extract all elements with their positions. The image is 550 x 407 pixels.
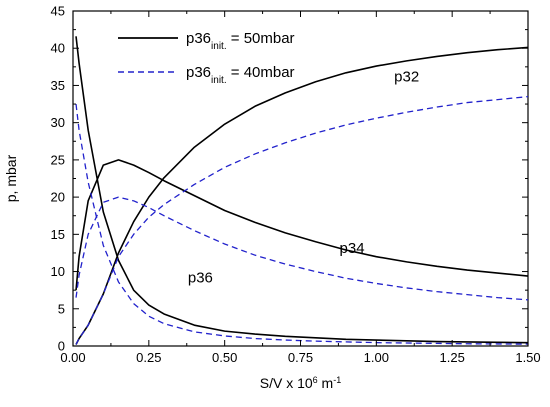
x-axis-label-sup: -1 [333, 375, 341, 385]
x-tick-label: 0.50 [212, 350, 237, 365]
series-line-dashed-p34 [75, 196, 529, 301]
series-line-dashed-p32 [75, 95, 529, 345]
series-line-solid-p34 [75, 159, 529, 291]
plot-area [72, 10, 529, 347]
y-tick-label: 30 [51, 115, 65, 130]
legend-label-prefix: p36 [186, 30, 211, 47]
legend-label: p36init. = 40mbar [186, 64, 295, 86]
y-axis-label: p, mbar [3, 154, 19, 202]
y-tick-label: 10 [51, 264, 65, 279]
x-tick-label: 0.25 [136, 350, 161, 365]
axes: 0.00 0.25 0.50 0.75 1.00 1.25 1.50 0 5 10 15 20 25 30… [3, 4, 541, 392]
y-tick-label: 25 [51, 152, 65, 167]
y-tick-label: 0 [58, 339, 65, 354]
x-tick-label: 0.75 [288, 350, 313, 365]
y-tick-label: 35 [51, 78, 65, 93]
legend-label-suffix: = 50mbar [227, 30, 295, 47]
plot-frame [72, 10, 529, 347]
legend-label-sub: init. [211, 41, 227, 52]
series-line-dashed-p36 [75, 103, 529, 345]
x-tick-label: 1.50 [515, 350, 540, 365]
curve-label-p32: p32 [394, 69, 419, 86]
legend-label-suffix: = 40mbar [227, 64, 295, 81]
y-tick-label: 20 [51, 190, 65, 205]
x-axis-label-part: S/V x 10 [260, 375, 313, 391]
x-axis-label-part: m [318, 375, 334, 391]
y-tick-label: 15 [51, 227, 65, 242]
legend-label: p36init. = 50mbar [186, 30, 295, 52]
x-tick-label: 1.25 [440, 350, 465, 365]
series-line-solid-p36 [75, 36, 529, 344]
x-tick-label: 0.00 [60, 350, 85, 365]
curve-label-p34: p34 [340, 240, 365, 257]
x-axis-label-sup: 6 [313, 375, 318, 385]
legend-label-sub: init. [211, 75, 227, 86]
curve-label-p36: p36 [188, 270, 213, 287]
y-tick-label: 5 [58, 301, 65, 316]
y-tick-label: 40 [51, 41, 65, 56]
series-layer [75, 36, 529, 345]
x-tick-label: 1.00 [364, 350, 389, 365]
annotation-layer: p32 p34 p36 [188, 69, 419, 287]
legend-label-prefix: p36 [186, 64, 211, 81]
y-tick-label: 45 [51, 4, 65, 19]
x-axis-label: S/V x 106 m-1 [260, 375, 342, 391]
